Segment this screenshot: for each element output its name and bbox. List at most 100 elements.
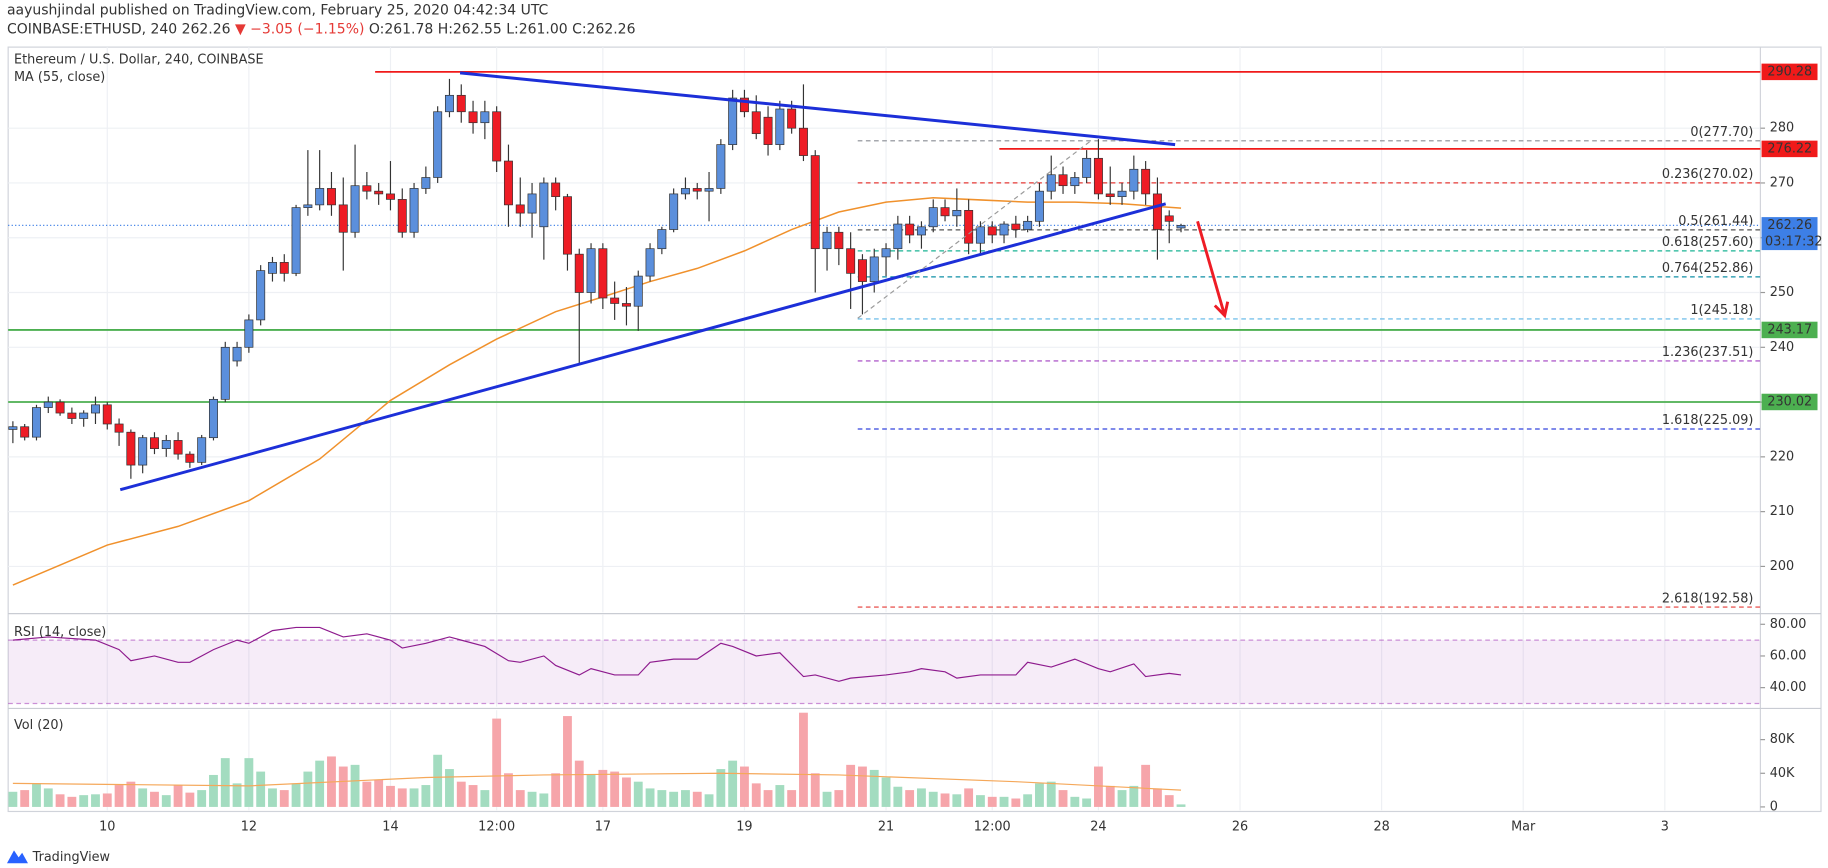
volume-bar bbox=[67, 796, 77, 807]
quote-line: COINBASE:ETHUSD, 240 262.26 ▼ −3.05 (−1.… bbox=[7, 21, 636, 37]
volume-bar bbox=[362, 781, 372, 807]
candle-body bbox=[999, 223, 1009, 236]
volume-bar bbox=[1105, 785, 1115, 807]
rsi-band bbox=[8, 640, 1761, 704]
candle-body bbox=[444, 94, 454, 113]
volume-bar bbox=[1046, 781, 1056, 807]
candle-body bbox=[244, 319, 254, 348]
candle-body bbox=[692, 188, 702, 192]
candle-body bbox=[1023, 220, 1033, 230]
candle-body bbox=[67, 412, 77, 419]
candle-body bbox=[31, 407, 41, 438]
x-tick-label: 14 bbox=[382, 819, 398, 834]
candle-body bbox=[1093, 157, 1103, 195]
candle-body bbox=[468, 111, 478, 124]
volume-bar bbox=[20, 790, 30, 807]
candle-body bbox=[161, 440, 171, 449]
fib-label: 0(277.70) bbox=[1690, 125, 1753, 140]
volume-bar bbox=[421, 785, 431, 807]
trendline bbox=[119, 202, 1167, 492]
volume-bar bbox=[150, 791, 159, 807]
x-tick-label: 3 bbox=[1661, 819, 1669, 834]
candle-body bbox=[680, 188, 690, 195]
volume-bar bbox=[940, 793, 950, 807]
y-tick-label: 270 bbox=[1770, 175, 1794, 190]
volume-bar bbox=[43, 788, 53, 807]
volume-bar bbox=[799, 712, 808, 807]
candle-body bbox=[846, 248, 856, 274]
candle-body bbox=[834, 231, 844, 250]
candle-body bbox=[798, 127, 808, 156]
y-tick-label: 80K bbox=[1770, 732, 1795, 747]
volume-bar bbox=[846, 764, 856, 807]
x-tick-label: 10 bbox=[99, 819, 115, 834]
y-tick-label: 0 bbox=[1770, 799, 1778, 814]
volume-bar bbox=[704, 794, 714, 807]
volume-bar bbox=[32, 783, 41, 807]
volume-bar bbox=[338, 766, 348, 807]
candle-body bbox=[409, 188, 419, 233]
candle-body bbox=[90, 404, 100, 414]
volume-bar bbox=[291, 783, 301, 807]
volume-bar bbox=[173, 785, 183, 807]
candle-body bbox=[480, 111, 490, 124]
y-tick-label: 280 bbox=[1770, 121, 1794, 136]
volume-bar bbox=[728, 760, 738, 807]
volume-bar bbox=[681, 790, 690, 807]
x-tick-label: 12 bbox=[241, 819, 257, 834]
candle-body bbox=[586, 248, 596, 293]
fib-label: 2.618(192.58) bbox=[1662, 591, 1753, 606]
candle-body bbox=[1058, 174, 1068, 187]
volume-bar bbox=[692, 791, 702, 807]
candle-body bbox=[621, 303, 631, 307]
candle-body bbox=[303, 204, 313, 208]
candle-body bbox=[905, 223, 915, 236]
volume-bar bbox=[905, 790, 915, 807]
ohlc: O:261.78 H:262.55 L:261.00 C:262.26 bbox=[369, 21, 636, 37]
level-price-box bbox=[1761, 63, 1818, 81]
y-tick-label: 220 bbox=[1770, 449, 1794, 464]
candle-body bbox=[197, 437, 207, 463]
volume-bar bbox=[1141, 764, 1151, 807]
candle-body bbox=[1034, 190, 1044, 222]
candle-body bbox=[421, 177, 431, 189]
rsi-title: RSI (14, close) bbox=[14, 625, 106, 640]
y-tick-label: 200 bbox=[1770, 559, 1794, 574]
candle-body bbox=[822, 231, 832, 250]
candle-body bbox=[987, 226, 997, 236]
candle-body bbox=[952, 209, 962, 217]
candle-body bbox=[1082, 157, 1092, 178]
volume-bar bbox=[161, 795, 171, 807]
y-tick-label: 40.00 bbox=[1770, 680, 1807, 695]
volume-bar bbox=[386, 785, 395, 807]
fib-label: 1.236(237.51) bbox=[1662, 345, 1753, 360]
volume-bar bbox=[893, 786, 903, 807]
last-price-label: 262.26 bbox=[1767, 218, 1812, 233]
volume-bar bbox=[881, 777, 891, 807]
volume-bar bbox=[763, 790, 773, 807]
volume-bar bbox=[350, 764, 360, 807]
candle-body bbox=[256, 270, 266, 321]
candle-body bbox=[173, 440, 183, 455]
volume-bar bbox=[999, 796, 1009, 807]
last: 262.26 bbox=[182, 21, 231, 37]
candle-body bbox=[645, 248, 655, 277]
volume-bar bbox=[303, 771, 313, 807]
candle-body bbox=[114, 423, 124, 433]
change: ▼ −3.05 (−1.15%) bbox=[235, 21, 364, 37]
level-price-label: 243.17 bbox=[1767, 322, 1812, 337]
candle-body bbox=[881, 248, 891, 258]
candle-body bbox=[350, 185, 360, 233]
candle-body bbox=[492, 111, 502, 162]
volume-bar bbox=[574, 760, 584, 807]
candle-body bbox=[610, 297, 620, 304]
level-price-box bbox=[1761, 393, 1818, 411]
volume-bar bbox=[869, 769, 879, 807]
volume-bar bbox=[1058, 790, 1068, 807]
footer-brand: TradingView bbox=[32, 850, 110, 865]
volume-bar bbox=[374, 780, 384, 807]
candle-body bbox=[857, 259, 867, 282]
